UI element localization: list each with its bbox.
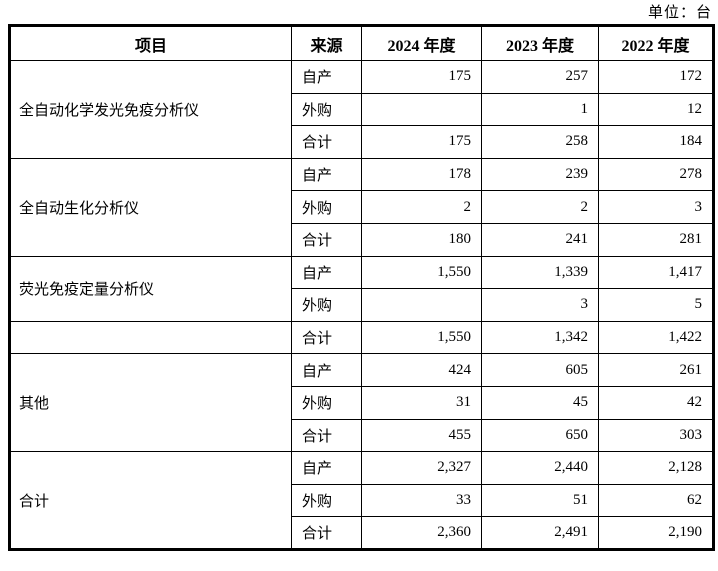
source-cell: 合计 bbox=[291, 516, 362, 550]
table-row: 合计 2,360 2,491 2,190 bbox=[10, 516, 714, 550]
value-cell: 178 bbox=[361, 157, 482, 192]
value-cell: 605 bbox=[481, 353, 599, 387]
unit-label: 单位：台 bbox=[647, 5, 712, 21]
value-cell: 424 bbox=[361, 353, 482, 387]
source-cell: 自产 bbox=[291, 353, 362, 387]
source-cell: 自产 bbox=[291, 157, 362, 192]
source-cell: 外购 bbox=[291, 92, 362, 127]
header-year-2024: 2024 年度 bbox=[361, 25, 482, 61]
source-cell: 自产 bbox=[291, 451, 362, 485]
value-cell: 62 bbox=[598, 483, 714, 518]
value-cell: 1,339 bbox=[481, 255, 599, 290]
item-cell: 荧光免疫定量分析仪 bbox=[9, 255, 292, 322]
value-cell bbox=[361, 92, 482, 127]
header-year-2022: 2022 年度 bbox=[598, 25, 714, 61]
data-table: 项目 来源 2024 年度 2023 年度 2022 年度 全自动化学发光免疫分… bbox=[8, 24, 715, 551]
value-cell: 241 bbox=[481, 222, 599, 257]
header-item: 项目 bbox=[9, 25, 292, 61]
item-cell: 全自动生化分析仪 bbox=[9, 157, 292, 257]
value-cell: 1,422 bbox=[598, 320, 714, 355]
value-cell: 257 bbox=[481, 60, 599, 94]
value-cell: 2,190 bbox=[598, 516, 714, 550]
table-row: 外购 3 5 bbox=[10, 288, 714, 322]
value-cell: 31 bbox=[361, 385, 482, 420]
value-cell: 2,360 bbox=[361, 516, 482, 550]
value-cell: 281 bbox=[598, 222, 714, 257]
value-cell: 261 bbox=[598, 353, 714, 387]
table-row: 合计 455 650 303 bbox=[10, 418, 714, 453]
table-row: 全自动生化分析仪 自产 178 239 278 bbox=[9, 157, 714, 257]
value-cell: 33 bbox=[361, 483, 482, 518]
value-cell: 650 bbox=[481, 418, 599, 453]
table-row: 外购 2 2 3 bbox=[10, 190, 714, 224]
item-cell bbox=[9, 320, 292, 355]
table-row: 合计 175 258 184 bbox=[10, 125, 714, 159]
value-cell: 455 bbox=[361, 418, 482, 453]
value-cell: 172 bbox=[598, 60, 714, 94]
source-cell: 外购 bbox=[291, 288, 362, 322]
value-cell: 2,440 bbox=[481, 451, 599, 485]
value-cell: 1,550 bbox=[361, 255, 482, 290]
value-cell: 180 bbox=[361, 222, 482, 257]
value-cell: 2 bbox=[481, 190, 599, 224]
value-cell: 2,327 bbox=[361, 451, 482, 485]
value-cell: 2,491 bbox=[481, 516, 599, 550]
table-row: 外购 31 45 42 bbox=[10, 385, 714, 420]
value-cell: 1,417 bbox=[598, 255, 714, 290]
table-row: 合计 1,550 1,342 1,422 bbox=[9, 320, 714, 355]
value-cell: 12 bbox=[598, 92, 714, 127]
item-cell: 全自动化学发光免疫分析仪 bbox=[9, 60, 292, 159]
value-cell: 175 bbox=[361, 60, 482, 94]
source-cell: 外购 bbox=[291, 483, 362, 518]
value-cell: 1,342 bbox=[481, 320, 599, 355]
header-source: 来源 bbox=[291, 25, 362, 61]
source-cell: 外购 bbox=[291, 190, 362, 224]
source-cell: 自产 bbox=[291, 60, 362, 94]
source-cell: 合计 bbox=[291, 125, 362, 159]
value-cell: 175 bbox=[361, 125, 482, 159]
value-cell: 42 bbox=[598, 385, 714, 420]
source-cell: 外购 bbox=[291, 385, 362, 420]
header-row: 项目 来源 2024 年度 2023 年度 2022 年度 bbox=[9, 25, 714, 61]
source-cell: 合计 bbox=[291, 222, 362, 257]
value-cell: 303 bbox=[598, 418, 714, 453]
item-cell: 合计 bbox=[9, 451, 292, 550]
value-cell: 3 bbox=[481, 288, 599, 322]
source-cell: 合计 bbox=[291, 418, 362, 453]
value-cell: 258 bbox=[481, 125, 599, 159]
value-cell: 278 bbox=[598, 157, 714, 192]
value-cell: 45 bbox=[481, 385, 599, 420]
value-cell: 5 bbox=[598, 288, 714, 322]
source-cell: 合计 bbox=[291, 320, 362, 355]
item-cell: 其他 bbox=[9, 353, 292, 453]
value-cell: 2,128 bbox=[598, 451, 714, 485]
table-row: 合计 180 241 281 bbox=[10, 222, 714, 257]
value-cell: 51 bbox=[481, 483, 599, 518]
source-cell: 自产 bbox=[291, 255, 362, 290]
table-row: 合计 自产 2,327 2,440 2,128 bbox=[9, 451, 714, 550]
header-year-2023: 2023 年度 bbox=[481, 25, 599, 61]
table-row: 其他 自产 424 605 261 bbox=[9, 353, 714, 453]
table-row: 全自动化学发光免疫分析仪 自产 175 257 172 bbox=[9, 60, 714, 159]
value-cell: 2 bbox=[361, 190, 482, 224]
value-cell: 1,550 bbox=[361, 320, 482, 355]
value-cell: 3 bbox=[598, 190, 714, 224]
value-cell: 1 bbox=[481, 92, 599, 127]
table-row: 荧光免疫定量分析仪 自产 1,550 1,339 1,417 bbox=[9, 255, 714, 322]
value-cell bbox=[361, 288, 482, 322]
value-cell: 239 bbox=[481, 157, 599, 192]
value-cell: 184 bbox=[598, 125, 714, 159]
